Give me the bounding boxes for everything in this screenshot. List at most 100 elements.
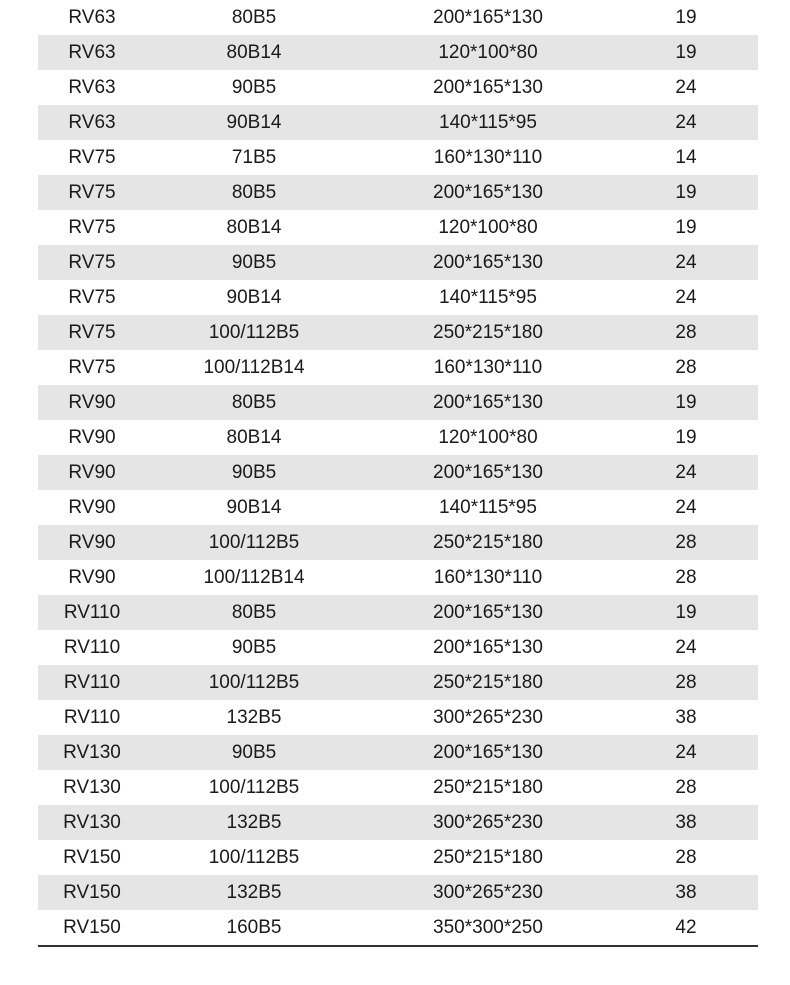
table-cell: RV90 xyxy=(38,455,146,490)
table-row: RV90100/112B14160*130*11028 xyxy=(38,560,758,595)
table-cell: 19 xyxy=(614,0,758,35)
table-row: RV75100/112B5250*215*18028 xyxy=(38,315,758,350)
table-cell: 90B5 xyxy=(146,455,362,490)
table-cell: RV75 xyxy=(38,210,146,245)
table-cell: 160B5 xyxy=(146,910,362,945)
table-cell: RV63 xyxy=(38,70,146,105)
table-cell: 120*100*80 xyxy=(362,210,614,245)
table-cell: 300*265*230 xyxy=(362,805,614,840)
table-cell: 90B5 xyxy=(146,735,362,770)
table-cell: 250*215*180 xyxy=(362,315,614,350)
table-row: RV11080B5200*165*13019 xyxy=(38,595,758,630)
table-cell: 90B14 xyxy=(146,490,362,525)
table-cell: 19 xyxy=(614,210,758,245)
table-cell: 19 xyxy=(614,595,758,630)
table-cell: 300*265*230 xyxy=(362,875,614,910)
table-cell: 140*115*95 xyxy=(362,490,614,525)
table-row: RV11090B5200*165*13024 xyxy=(38,630,758,665)
table-cell: RV130 xyxy=(38,805,146,840)
table-row: RV7580B5200*165*13019 xyxy=(38,175,758,210)
table-row: RV90100/112B5250*215*18028 xyxy=(38,525,758,560)
table-row: RV7590B14140*115*9524 xyxy=(38,280,758,315)
table-cell: 100/112B5 xyxy=(146,315,362,350)
table-row: RV9080B5200*165*13019 xyxy=(38,385,758,420)
table-cell: RV75 xyxy=(38,245,146,280)
table-cell: RV150 xyxy=(38,910,146,945)
table-cell: 90B14 xyxy=(146,280,362,315)
table-cell: 42 xyxy=(614,910,758,945)
table-cell: 132B5 xyxy=(146,805,362,840)
table-row: RV9080B14120*100*8019 xyxy=(38,420,758,455)
table-cell: 28 xyxy=(614,315,758,350)
table-cell: 80B5 xyxy=(146,385,362,420)
table-cell: RV75 xyxy=(38,315,146,350)
table-cell: 200*165*130 xyxy=(362,70,614,105)
table-cell: RV110 xyxy=(38,595,146,630)
table-cell: 160*130*110 xyxy=(362,560,614,595)
table-cell: 24 xyxy=(614,70,758,105)
table-cell: 24 xyxy=(614,735,758,770)
table-row: RV130132B5300*265*23038 xyxy=(38,805,758,840)
table-cell: 24 xyxy=(614,455,758,490)
table-cell: 28 xyxy=(614,525,758,560)
table-cell: 80B14 xyxy=(146,420,362,455)
table-cell: 90B14 xyxy=(146,105,362,140)
table-cell: 140*115*95 xyxy=(362,105,614,140)
table-row: RV75100/112B14160*130*11028 xyxy=(38,350,758,385)
table-cell: RV75 xyxy=(38,280,146,315)
table-cell: RV90 xyxy=(38,525,146,560)
table-cell: 28 xyxy=(614,560,758,595)
table-row: RV150100/112B5250*215*18028 xyxy=(38,840,758,875)
table-cell: 200*165*130 xyxy=(362,735,614,770)
table-cell: 120*100*80 xyxy=(362,35,614,70)
table-cell: 19 xyxy=(614,175,758,210)
table-cell: 200*165*130 xyxy=(362,630,614,665)
table-cell: 80B14 xyxy=(146,210,362,245)
table-cell: 132B5 xyxy=(146,875,362,910)
table-cell: 120*100*80 xyxy=(362,420,614,455)
table-cell: 28 xyxy=(614,840,758,875)
table-cell: 24 xyxy=(614,105,758,140)
table-row: RV130100/112B5250*215*18028 xyxy=(38,770,758,805)
table-cell: 250*215*180 xyxy=(362,665,614,700)
table-row: RV6390B5200*165*13024 xyxy=(38,70,758,105)
table-cell: 28 xyxy=(614,770,758,805)
table-row: RV6380B5200*165*13019 xyxy=(38,0,758,35)
table-cell: 250*215*180 xyxy=(362,770,614,805)
table-cell: 14 xyxy=(614,140,758,175)
table-cell: 100/112B14 xyxy=(146,350,362,385)
table-cell: 19 xyxy=(614,420,758,455)
table-cell: 19 xyxy=(614,385,758,420)
table-cell: 28 xyxy=(614,350,758,385)
table-cell: 90B5 xyxy=(146,70,362,105)
table-cell: 250*215*180 xyxy=(362,525,614,560)
table-cell: 80B14 xyxy=(146,35,362,70)
table-cell: 100/112B14 xyxy=(146,560,362,595)
table-cell: RV63 xyxy=(38,0,146,35)
table-cell: RV110 xyxy=(38,630,146,665)
table-cell: 24 xyxy=(614,490,758,525)
table-cell: 24 xyxy=(614,245,758,280)
table-cell: 200*165*130 xyxy=(362,0,614,35)
table-cell: 24 xyxy=(614,280,758,315)
table-cell: 100/112B5 xyxy=(146,770,362,805)
table-cell: 71B5 xyxy=(146,140,362,175)
table-row: RV7580B14120*100*8019 xyxy=(38,210,758,245)
table-cell: 200*165*130 xyxy=(362,385,614,420)
table-cell: RV150 xyxy=(38,875,146,910)
table-cell: RV75 xyxy=(38,350,146,385)
table-cell: RV75 xyxy=(38,140,146,175)
table-cell: 38 xyxy=(614,805,758,840)
table-bottom-border xyxy=(38,945,758,947)
table-cell: 200*165*130 xyxy=(362,175,614,210)
spec-table-container: RV6380B5200*165*13019RV6380B14120*100*80… xyxy=(38,0,758,945)
table-row: RV6380B14120*100*8019 xyxy=(38,35,758,70)
table-cell: RV90 xyxy=(38,560,146,595)
table-cell: 19 xyxy=(614,35,758,70)
table-cell: 80B5 xyxy=(146,175,362,210)
table-row: RV150160B5350*300*25042 xyxy=(38,910,758,945)
table-cell: RV75 xyxy=(38,175,146,210)
table-cell: RV110 xyxy=(38,665,146,700)
table-cell: 160*130*110 xyxy=(362,140,614,175)
table-cell: 38 xyxy=(614,875,758,910)
